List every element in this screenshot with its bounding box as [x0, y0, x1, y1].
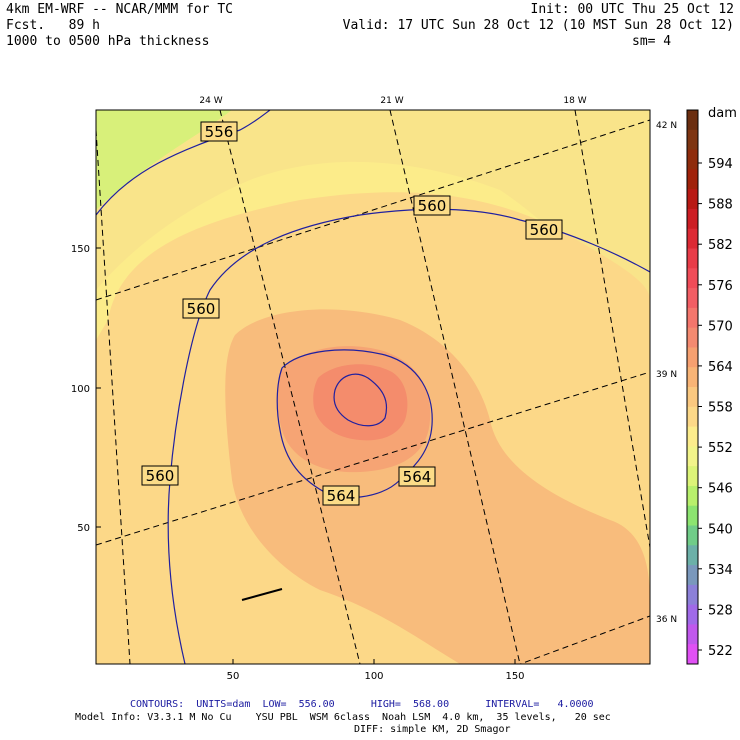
- smoothing-label: sm= 4: [632, 34, 672, 49]
- contour-label-560-c: 560: [187, 300, 216, 318]
- model-title: 4km EM-WRF -- NCAR/MMM for TC: [6, 2, 233, 17]
- colorbar-block: [687, 228, 698, 249]
- lon-label-21w: 21 W: [380, 96, 403, 106]
- parallel-38n: [96, 371, 650, 546]
- contour-label-560-b: 560: [530, 221, 559, 239]
- colorbar-block: [687, 347, 698, 368]
- x-tick-label-50: 50: [227, 671, 240, 682]
- colorbar-block: [687, 149, 698, 170]
- lat-label-36n: 36 N: [656, 615, 677, 625]
- colorbar-label: 528: [708, 603, 733, 618]
- colorbar-block: [687, 189, 698, 210]
- lon-label-18w: 18 W: [563, 96, 586, 106]
- meridian-21w: [389, 110, 521, 664]
- colorbar-label: 558: [708, 401, 733, 416]
- contour-label-564-a: 564: [403, 468, 432, 486]
- colorbar-block: [687, 406, 698, 428]
- label-box-560-d: [141, 465, 179, 486]
- colorbar: [687, 110, 698, 665]
- contour-568: [333, 373, 388, 427]
- colorbar-block: [687, 327, 698, 348]
- colorbar-label: 570: [708, 319, 733, 334]
- thickness-shading: [96, 110, 650, 664]
- colorbar-block: [687, 248, 698, 269]
- colorbar-block: [687, 307, 698, 329]
- colorbar-block: [687, 485, 698, 507]
- colorbar-block: [687, 644, 698, 665]
- init-time: Init: 00 UTC Thu 25 Oct 12: [530, 2, 735, 17]
- shade-568: [313, 364, 408, 441]
- label-box-556: [200, 121, 238, 142]
- diffusion-info: DIFF: simple KM, 2D Smagor: [354, 724, 511, 735]
- label-box-560-b: [525, 219, 563, 240]
- label-box-564-a: [398, 466, 436, 487]
- colorbar-block: [687, 387, 698, 408]
- label-box-560-a: [413, 195, 451, 216]
- colorbar-block: [687, 584, 698, 606]
- meridian-27w: [96, 129, 131, 664]
- axis-ticks: [96, 247, 516, 664]
- colorbar-label: 522: [708, 644, 733, 659]
- colorbar-units: dam: [708, 106, 737, 121]
- colorbar-block: [687, 446, 698, 467]
- colorbar-block: [687, 565, 698, 586]
- colorbar-block: [687, 208, 698, 230]
- scale-bar: [241, 588, 283, 601]
- parallel-41n: [96, 119, 650, 301]
- colorbar-block: [687, 367, 698, 388]
- plot-frame: [95, 109, 651, 665]
- colorbar-block: [687, 426, 698, 447]
- contour-560: [167, 208, 650, 664]
- x-tick-label-100: 100: [364, 671, 383, 682]
- x-tick-label-150: 150: [505, 671, 524, 682]
- colorbar-label: 582: [708, 238, 733, 253]
- colorbar-block: [687, 110, 698, 131]
- field-name: 1000 to 0500 hPa thickness: [6, 34, 210, 49]
- colorbar-block: [687, 466, 698, 487]
- colorbar-label: 576: [708, 279, 733, 294]
- colorbar-block: [687, 129, 698, 151]
- contour-label-556: 556: [205, 123, 234, 141]
- forecast-hour: Fcst. 89 h: [6, 18, 100, 33]
- colorbar-label: 552: [708, 441, 733, 456]
- colorbar-block: [687, 525, 698, 546]
- colorbar-block: [687, 624, 698, 645]
- y-tick-label-50: 50: [77, 523, 90, 534]
- contour-label-560-d: 560: [146, 467, 175, 485]
- contour-label-boxes: [141, 121, 563, 506]
- contour-label-564-b: 564: [327, 487, 356, 505]
- model-info: Model Info: V3.3.1 M No Cu YSU PBL WSM 6…: [75, 712, 611, 723]
- valid-time: Valid: 17 UTC Sun 28 Oct 12 (10 MST Sun …: [342, 18, 734, 33]
- colorbar-block: [687, 268, 698, 289]
- contour-label-560-a: 560: [418, 197, 447, 215]
- label-box-560-c: [182, 298, 220, 319]
- meridian-24w: [219, 110, 361, 664]
- lat-label-42n: 42 N: [656, 121, 677, 131]
- colorbar-block: [687, 545, 698, 566]
- colorbar-label: 594: [708, 157, 733, 172]
- colorbar-frame: [686, 109, 699, 665]
- meridian-18w: [574, 110, 650, 551]
- colorbar-labels: 594 588 582 576 570 564 558 552 546 540 534 528 522: [698, 157, 733, 659]
- y-tick-label-150: 150: [71, 244, 90, 255]
- label-box-564-b: [322, 485, 360, 506]
- colorbar-block: [687, 505, 698, 526]
- shade-556: [96, 110, 650, 320]
- colorbar-label: 564: [708, 360, 733, 375]
- latlon-grid: [96, 110, 650, 664]
- colorbar-block: [687, 288, 698, 309]
- lat-label-39n: 39 N: [656, 370, 677, 380]
- colorbar-label: 534: [708, 563, 733, 578]
- colorbar-block: [687, 169, 698, 190]
- colorbar-block: [687, 604, 698, 625]
- colorbar-label: 546: [708, 482, 733, 497]
- colorbar-label: 540: [708, 522, 733, 537]
- y-tick-label-100: 100: [71, 384, 90, 395]
- lon-label-24w: 24 W: [199, 96, 222, 106]
- contour-info: CONTOURS: UNITS=dam LOW= 556.00 HIGH= 56…: [130, 699, 594, 710]
- shade-552: [96, 110, 232, 210]
- colorbar-label: 588: [708, 198, 733, 213]
